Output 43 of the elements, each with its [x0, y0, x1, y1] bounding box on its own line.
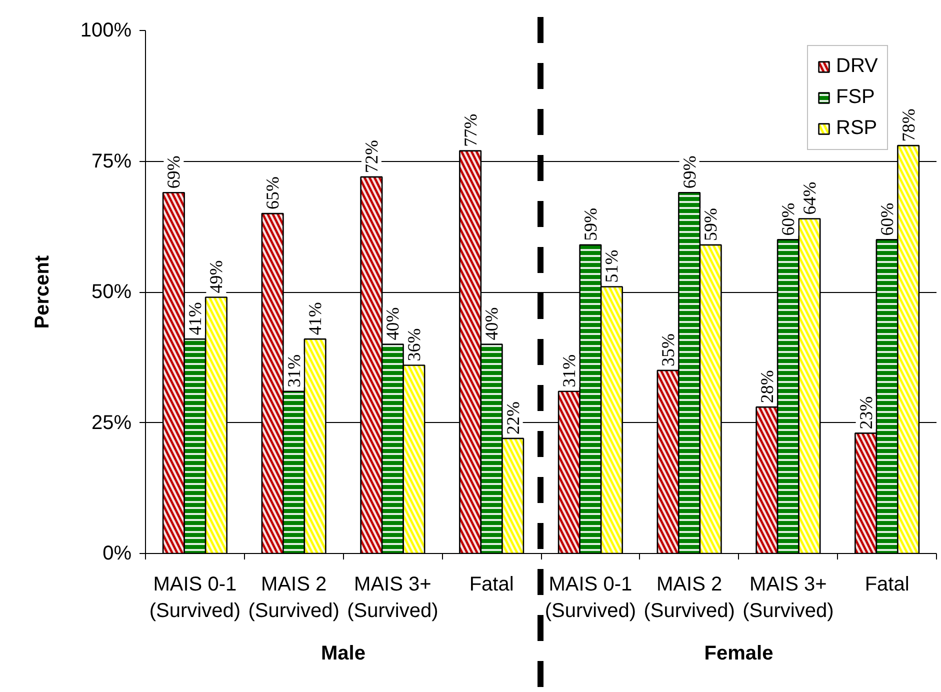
- data-label: 28%: [756, 370, 777, 404]
- data-label: 60%: [778, 202, 798, 236]
- legend-label: DRV: [836, 55, 878, 78]
- x-tick-label: Fatal: [469, 574, 514, 596]
- x-tick-label: MAIS 2 (Survived): [644, 574, 735, 622]
- data-label: 41%: [184, 302, 205, 336]
- data-label: 31%: [284, 354, 304, 388]
- data-label: 69%: [164, 156, 184, 189]
- data-label: 36%: [404, 328, 424, 362]
- text: Female: [704, 642, 774, 664]
- x-tick-label: MAIS 2 (Survived): [248, 574, 340, 622]
- data-label: 65%: [262, 176, 283, 210]
- data-label: 72%: [361, 140, 382, 173]
- data-label: 49%: [206, 260, 226, 294]
- y-axis-title: Percent: [31, 254, 54, 329]
- x-tick-label: MAIS 0-1 (Survived): [149, 574, 241, 622]
- y-tick-label: 25%: [91, 412, 132, 434]
- data-label: 41%: [305, 302, 326, 336]
- data-label: 59%: [700, 208, 721, 241]
- data-label: 40%: [482, 307, 502, 340]
- y-tick-label: 50%: [91, 281, 132, 303]
- data-label: 51%: [602, 250, 622, 283]
- y-tick-label: 0%: [102, 542, 132, 564]
- data-label: 60%: [877, 202, 898, 236]
- text: Male: [321, 642, 366, 664]
- data-label: 64%: [799, 182, 820, 215]
- data-label: 40%: [382, 307, 403, 340]
- x-tick-label: MAIS 3+ (Survived): [742, 574, 834, 622]
- x-tick-label: MAIS 0-1 (Survived): [544, 574, 636, 622]
- data-label: 69%: [679, 156, 700, 189]
- data-label: 23%: [856, 396, 876, 430]
- data-label: 31%: [559, 354, 580, 388]
- data-label: 35%: [658, 333, 678, 366]
- y-tick-label: 75%: [91, 150, 132, 172]
- data-label: 77%: [460, 114, 480, 147]
- legend-label: FSP: [836, 86, 875, 109]
- data-label: 78%: [898, 108, 918, 142]
- y-tick-label: 100%: [80, 20, 132, 42]
- data-label: 22%: [502, 401, 523, 434]
- legend-label: RSP: [836, 117, 878, 140]
- data-label: 59%: [580, 208, 600, 241]
- x-tick-label: Fatal: [864, 574, 910, 596]
- x-tick-label: MAIS 3+ (Survived): [347, 574, 438, 622]
